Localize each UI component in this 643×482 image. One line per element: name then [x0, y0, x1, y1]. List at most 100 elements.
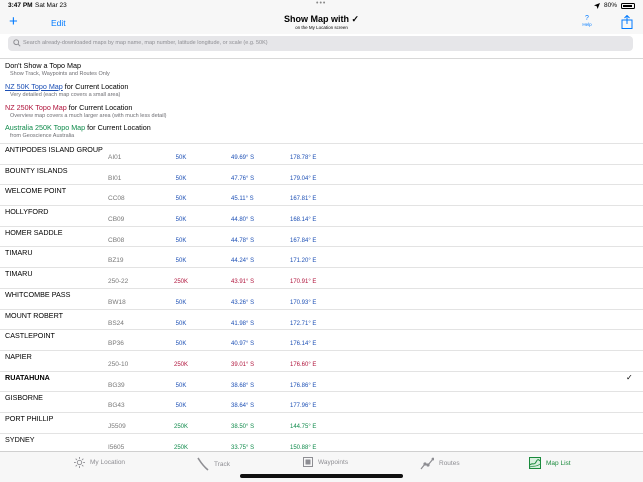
- map-longitude: 177.96° E: [290, 403, 317, 410]
- tab-label: My Location: [90, 459, 126, 466]
- map-scale: 50K: [175, 320, 187, 327]
- tab-track[interactable]: Track: [197, 457, 230, 471]
- map-code: I5605: [108, 443, 125, 451]
- battery-icon: [621, 2, 635, 9]
- map-scale: 50K: [175, 237, 187, 244]
- home-indicator[interactable]: [240, 474, 403, 478]
- map-row[interactable]: NAPIER 250-10 250K 39.01° S 176.60° E: [0, 349, 643, 371]
- divider: [0, 58, 643, 59]
- map-code: BZ19: [108, 257, 124, 265]
- map-latitude: 44.80° S: [231, 217, 255, 224]
- map-scale: 50K: [175, 175, 187, 182]
- map-scale: 250K: [173, 423, 188, 430]
- map-name: MOUNT ROBERT: [5, 310, 64, 320]
- map-code: BS24: [108, 319, 124, 327]
- map-latitude: 44.78° S: [231, 237, 255, 244]
- status-time: 3:47 PM: [8, 2, 33, 9]
- option-nz-250k[interactable]: NZ 250K Topo Map for Current Location Ov…: [0, 102, 643, 123]
- map-scale: 50K: [175, 299, 187, 306]
- map-row[interactable]: CASTLEPOINT BP36 50K 40.97° S 176.14° E: [0, 329, 643, 350]
- map-name: TIMARU: [5, 248, 33, 258]
- map-row[interactable]: RUATAHUNA BG39 50K 38.68° S 176.86° E ✓: [0, 370, 643, 392]
- search-placeholder: Search already-downloaded maps by map na…: [23, 40, 268, 46]
- map-row[interactable]: MOUNT ROBERT BS24 50K 41.98° S 172.71° E: [0, 308, 643, 330]
- map-row[interactable]: WELCOME POINT CC08 50K 45.11° S 167.81° E: [0, 184, 643, 205]
- search-field[interactable]: Search already-downloaded maps by map na…: [8, 36, 633, 51]
- tab-waypoints[interactable]: Waypoints: [303, 457, 348, 467]
- tab-label: Waypoints: [318, 458, 349, 466]
- map-name: TIMARU: [5, 269, 33, 279]
- map-longitude: 167.84° E: [290, 237, 317, 244]
- map-latitude: 38.68° S: [231, 382, 255, 389]
- map-latitude: 33.75° S: [231, 444, 255, 451]
- map-row[interactable]: TIMARU BZ19 50K 44.24° S 171.20° E: [0, 246, 643, 267]
- map-name: NAPIER: [5, 351, 32, 361]
- map-code: CB08: [108, 236, 125, 244]
- map-name: HOLLYFORD: [5, 207, 49, 217]
- help-button[interactable]: ? Help: [578, 15, 596, 27]
- option-title: NZ 50K Topo Map for Current Location: [5, 82, 128, 91]
- map-code: 250-10: [108, 360, 129, 368]
- map-name: WELCOME POINT: [5, 186, 67, 196]
- map-row[interactable]: TIMARU 250-22 250K 43.91° S 170.91° E: [0, 267, 643, 288]
- map-row[interactable]: BOUNTY ISLANDS BI01 50K 47.76° S 179.04° E: [0, 163, 643, 185]
- multitasking-dots-icon[interactable]: •••: [316, 0, 327, 7]
- share-icon[interactable]: [621, 15, 633, 29]
- map-options: Don't Show a Topo Map Show Track, Waypoi…: [0, 60, 643, 143]
- tab-routes[interactable]: Routes: [420, 457, 460, 470]
- option-australia-250k[interactable]: Australia 250K Topo Map for Current Loca…: [0, 122, 643, 143]
- map-row[interactable]: HOLLYFORD CB09 50K 44.80° S 168.14° E: [0, 205, 643, 226]
- option-no-topo[interactable]: Don't Show a Topo Map Show Track, Waypoi…: [0, 60, 643, 81]
- checkmark-icon: ✓: [626, 372, 633, 382]
- help-label: Help: [582, 22, 592, 27]
- map-name: WHITCOMBE PASS: [5, 289, 71, 299]
- map-code: 250-22: [108, 278, 129, 286]
- map-scale: 50K: [175, 382, 187, 389]
- option-link[interactable]: Australia 250K Topo Map: [5, 123, 86, 133]
- map-row[interactable]: PORT PHILLIP J5509 250K 38.50° S 144.75° E: [0, 411, 643, 433]
- map-code: CB09: [108, 216, 125, 224]
- tab-my-location[interactable]: My Location: [74, 457, 125, 468]
- map-longitude: 172.71° E: [290, 320, 317, 327]
- map-list: ANTIPODES ISLAND GROUP AI01 50K 49.69° S 178…: [0, 143, 643, 453]
- page-subtitle: on the My Location screen: [295, 25, 348, 30]
- map-row[interactable]: WHITCOMBE PASS BW18 50K 43.26° S 170.93° E: [0, 287, 643, 309]
- option-link[interactable]: NZ 250K Topo Map: [5, 102, 67, 112]
- map-row[interactable]: GISBORNE BG43 50K 38.64° S 177.96° E: [0, 391, 643, 412]
- map-name: SYDNEY: [5, 434, 35, 444]
- map-scale: 50K: [175, 155, 187, 161]
- map-code: BG39: [108, 381, 125, 389]
- map-row[interactable]: ANTIPODES ISLAND GROUP AI01 50K 49.69° S 178…: [0, 143, 643, 164]
- option-title: Australia 250K Topo Map for Current Loca…: [5, 123, 151, 132]
- map-latitude: 38.64° S: [231, 403, 255, 410]
- edit-button[interactable]: Edit: [51, 18, 66, 28]
- tab-map-list[interactable]: Map List: [529, 457, 571, 469]
- search-icon: [13, 39, 21, 47]
- option-title-rest: for Current Location: [85, 123, 151, 133]
- option-nz-50k[interactable]: NZ 50K Topo Map for Current Location Ver…: [0, 81, 643, 102]
- map-name: RUATAHUNA: [5, 372, 50, 382]
- waypoint-icon: [303, 457, 313, 467]
- add-button[interactable]: +: [9, 13, 18, 30]
- map-row[interactable]: SYDNEY I5605 250K 33.75° S 150.88° E: [0, 432, 643, 454]
- map-row[interactable]: HOMER SADDLE CB08 50K 44.78° S 167.84° E: [0, 225, 643, 247]
- option-link[interactable]: NZ 50K Topo Map: [5, 81, 63, 91]
- map-latitude: 38.50° S: [231, 423, 255, 430]
- map-longitude: 178.78° E: [290, 155, 317, 161]
- map-scale: 250K: [173, 361, 188, 368]
- map-latitude: 47.76° S: [231, 175, 255, 182]
- track-icon: [197, 457, 209, 471]
- option-title-rest: for Current Location: [66, 102, 133, 112]
- map-latitude: 45.11° S: [231, 196, 254, 203]
- status-right: 80%: [593, 2, 635, 9]
- status-bar: 3:47 PM Sat Mar 23 ••• 80%: [0, 0, 643, 11]
- map-scale: 50K: [175, 341, 187, 348]
- map-code: BG43: [108, 402, 125, 410]
- route-icon: [420, 457, 434, 470]
- map-longitude: 168.14° E: [290, 217, 317, 224]
- help-icon: ?: [585, 15, 589, 22]
- map-scale: 50K: [175, 403, 187, 410]
- sun-icon: [74, 457, 85, 468]
- option-subtitle: Very detailed (each map covers a small a…: [10, 91, 121, 98]
- location-arrow-icon: [593, 2, 600, 9]
